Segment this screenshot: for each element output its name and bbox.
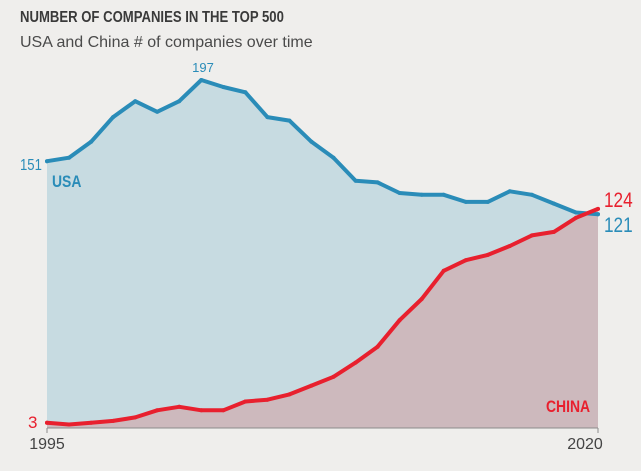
x-tick-label-end: 2020 [567,436,603,453]
usa-line [45,78,600,217]
usa-point-2009 [353,178,358,183]
china-point-1996 [67,422,71,427]
china-point-2018 [551,229,556,234]
usa-point-2002 [199,78,204,82]
china-point-2004 [243,399,248,404]
usa-end-value-label: 121 [604,215,633,238]
usa-point-2016 [507,189,512,194]
china-end-value-label: 124 [604,190,633,213]
china-point-2019 [574,215,578,220]
usa-series-label: USA [52,173,81,192]
usa-points [45,78,600,217]
china-point-2002 [199,408,204,413]
china-series-label: CHINA [546,398,590,417]
china-point-2011 [397,318,402,323]
usa-point-2013 [441,192,446,197]
china-point-2020 [596,206,600,211]
usa-point-1998 [111,115,116,120]
usa-peak-value-label: 197 [192,60,214,75]
china-line [45,206,600,427]
china-point-2008 [331,374,336,379]
china-point-1997 [89,420,94,425]
china-point-2009 [353,360,358,365]
usa-point-2008 [331,155,336,160]
china-point-2003 [221,408,226,413]
usa-point-2000 [155,109,160,114]
china-point-2017 [529,233,534,238]
usa-point-2003 [221,85,226,89]
usa-point-2020 [596,212,600,217]
china-point-2012 [419,297,424,301]
usa-point-1995 [45,159,49,164]
usa-point-2019 [574,210,578,215]
usa-point-1999 [133,99,138,104]
china-point-1998 [111,418,116,423]
china-point-2005 [265,397,270,402]
china-point-2000 [155,408,160,413]
usa-point-2015 [485,199,490,204]
usa-point-2012 [419,192,424,197]
usa-point-2001 [177,99,182,104]
china-point-2013 [441,268,446,273]
china-start-value-label: 3 [28,413,37,432]
china-point-1999 [133,415,138,420]
usa-point-1997 [89,139,94,144]
china-point-2001 [177,404,182,409]
usa-point-2005 [265,115,270,120]
china-point-2006 [287,392,292,397]
x-tick-label-start: 1995 [29,436,65,453]
china-point-1995 [45,420,49,425]
usa-point-2011 [397,191,402,195]
usa-point-2014 [463,199,468,204]
chart-subtitle: USA and China # of companies over time [20,34,313,51]
usa-point-2018 [551,201,556,206]
china-points [45,206,600,427]
china-point-2010 [375,344,380,349]
china-point-2014 [463,258,468,263]
usa-point-2004 [243,90,248,95]
usa-point-2017 [529,192,534,197]
china-point-2016 [507,244,512,248]
usa-point-2010 [375,180,380,185]
usa-point-2007 [309,139,314,144]
china-point-2015 [485,252,490,257]
chart-title: NUMBER OF COMPANIES IN THE TOP 500 [20,9,284,26]
usa-point-2006 [287,118,292,123]
china-point-2007 [309,383,314,388]
usa-point-1996 [67,155,71,160]
usa-start-value-label: 151 [20,157,42,174]
